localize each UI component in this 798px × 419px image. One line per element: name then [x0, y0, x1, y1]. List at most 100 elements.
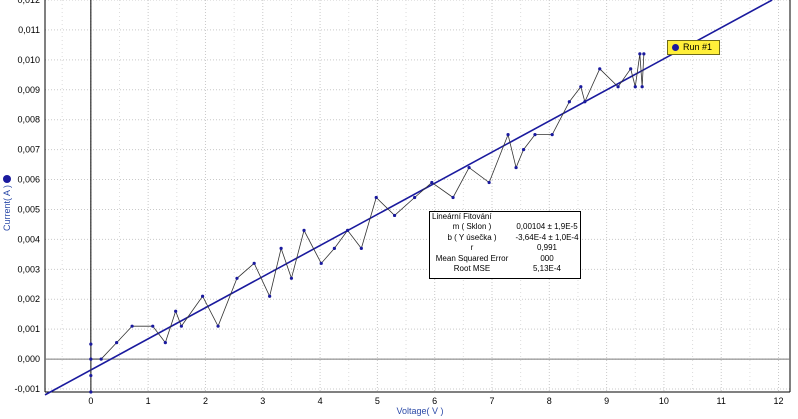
axes	[44, 0, 791, 393]
y-tick-label: 0,003	[17, 264, 40, 274]
legend[interactable]: Run #1	[667, 40, 720, 55]
data-point	[451, 195, 455, 200]
y-tick-label: 0,012	[17, 0, 40, 5]
data-point	[633, 85, 637, 89]
data-point	[430, 180, 434, 185]
legend-label: Run #1	[683, 42, 713, 52]
y-axis-title: Current( A )	[2, 185, 12, 231]
data-point	[521, 148, 526, 152]
fit-label: m ( Sklon )	[452, 222, 492, 232]
fit-row: r 0,991	[430, 243, 580, 253]
y-tick-label: 0,011	[18, 25, 40, 35]
data-point	[583, 100, 587, 104]
data-point	[115, 341, 119, 345]
data-point	[640, 85, 644, 89]
y-tick-label: 0,004	[17, 234, 40, 244]
data-point	[200, 294, 205, 298]
fit-title: Lineární Fitování	[432, 212, 492, 221]
x-tick-label: 1	[146, 396, 151, 406]
data-point	[130, 324, 134, 328]
data-point	[616, 85, 620, 89]
x-tick-label: 3	[260, 396, 265, 406]
data-point	[359, 246, 363, 250]
data-point	[579, 85, 583, 89]
fit-row: b ( Y úsečka ) -3,64E-4 ± 1,0E-4	[430, 233, 580, 243]
series-run-1	[89, 52, 646, 394]
x-tick-label: 11	[717, 396, 726, 406]
x-tick-label: 6	[432, 396, 437, 406]
data-point	[629, 67, 633, 71]
data-point	[533, 133, 537, 137]
y-tick-label: 0,000	[17, 354, 40, 364]
data-point	[487, 180, 491, 185]
grid	[45, 0, 790, 392]
data-point	[235, 276, 239, 280]
y-tick-label: 0,006	[17, 175, 40, 185]
y-tick-label: 0,007	[17, 145, 40, 155]
x-tick-label: 8	[547, 396, 552, 406]
fit-value: 5,13E-4	[532, 264, 562, 274]
data-point	[392, 213, 397, 218]
x-tick-label: 5	[375, 396, 380, 406]
fit-value: 000	[540, 253, 554, 263]
legend-marker	[672, 44, 679, 51]
data-point	[332, 246, 337, 250]
data-point	[550, 133, 554, 137]
x-axis-title: Voltage( V )	[396, 406, 443, 416]
linear-fit-box[interactable]: Lineární Fitování m ( Sklon ) 0,00104 ± …	[429, 211, 581, 279]
data-point	[216, 324, 220, 328]
data-point	[289, 276, 294, 280]
y-tick-label: 0,005	[17, 204, 40, 214]
fit-line	[44, 0, 773, 396]
y-axis-series-dot	[3, 175, 11, 183]
data-point	[174, 309, 178, 313]
fit-label: Mean Squared Error	[435, 253, 509, 263]
x-tick-label: 2	[203, 396, 208, 406]
fit-value: 0,991	[536, 243, 558, 253]
x-tick-labels: 0 1 2 3 4 5 6 7 8 9 10 11 12	[88, 396, 783, 406]
fit-row: Mean Squared Error 000	[430, 254, 580, 264]
data-point	[99, 357, 103, 361]
data-point	[279, 246, 283, 250]
y-tick-label: -0,001	[14, 384, 40, 394]
data-point	[642, 52, 646, 56]
fit-label: Root MSE	[453, 264, 491, 274]
data-point	[506, 133, 510, 137]
fit-label: r	[470, 243, 474, 253]
data-point	[319, 261, 323, 265]
data-point	[302, 228, 306, 233]
data-point	[163, 341, 167, 345]
data-point	[151, 324, 155, 328]
x-tick-label: 10	[659, 396, 669, 406]
data-point	[268, 294, 272, 298]
data-point	[89, 390, 93, 394]
linear-fit-line	[44, 0, 773, 396]
fit-label: b ( Y úsečka )	[447, 232, 497, 242]
y-tick-label: 0,010	[17, 55, 40, 65]
data-point	[374, 195, 378, 200]
fit-value: -3,64E-4 ± 1,0E-4	[515, 232, 579, 242]
x-tick-label: 12	[774, 396, 784, 406]
data-point	[345, 228, 350, 233]
y-tick-labels: -0,001 0,000 0,001 0,002 0,003 0,004 0,005 0,00…	[14, 0, 40, 394]
y-tick-label: 0,002	[17, 294, 40, 304]
fit-row: m ( Sklon ) 0,00104 ± 1,9E-5	[430, 222, 580, 232]
fit-row: Root MSE 5,13E-4	[430, 264, 580, 274]
fit-value: 0,00104 ± 1,9E-5	[516, 222, 578, 232]
data-point	[413, 195, 417, 200]
data-point	[514, 165, 518, 170]
x-tick-label: 4	[318, 396, 323, 406]
data-point	[89, 373, 93, 378]
data-point	[252, 261, 256, 265]
data-point	[89, 357, 93, 361]
data-point	[638, 52, 642, 56]
y-tick-label: 0,008	[17, 115, 40, 125]
data-point	[567, 100, 571, 104]
x-tick-label: 9	[604, 396, 609, 406]
x-tick-label: 7	[489, 396, 494, 406]
data-point	[179, 324, 183, 328]
y-tick-label: 0,001	[17, 324, 40, 334]
y-tick-label: 0,009	[17, 85, 40, 95]
data-point	[467, 165, 471, 170]
